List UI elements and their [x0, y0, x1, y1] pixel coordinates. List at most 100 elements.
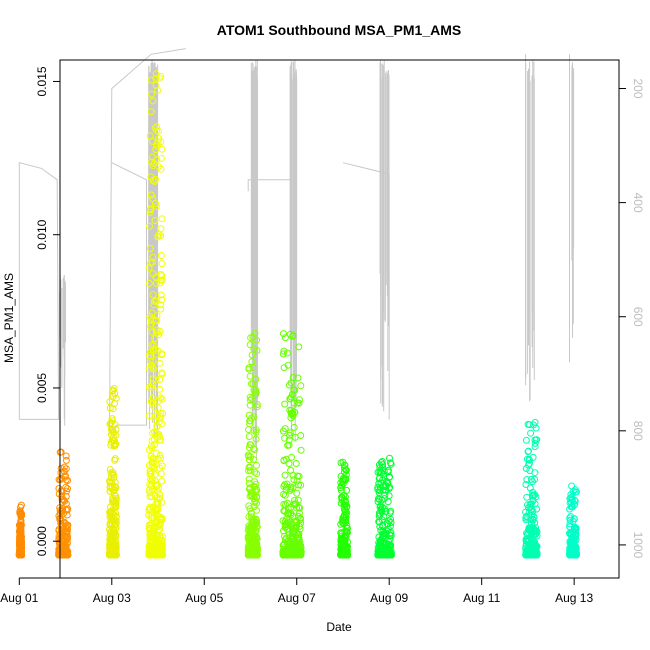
data-point: [386, 550, 394, 558]
data-point: [377, 551, 385, 559]
data-point: [157, 301, 165, 309]
data-point: [58, 474, 65, 482]
data-point: [248, 358, 256, 366]
data-point: [58, 488, 66, 496]
data-point: [149, 97, 157, 105]
data-point: [526, 504, 534, 511]
data-point: [159, 551, 167, 559]
data-point: [286, 551, 294, 559]
data-point: [294, 533, 302, 541]
data-point: [58, 522, 65, 530]
data-point: [572, 536, 580, 543]
data-point: [145, 264, 153, 272]
data-point: [111, 478, 119, 486]
data-point: [153, 350, 161, 358]
data-point: [156, 385, 164, 393]
data-point: [381, 550, 389, 558]
data-point: [288, 525, 296, 533]
data-point: [286, 395, 294, 403]
data-point: [524, 455, 531, 463]
data-point: [57, 464, 65, 472]
data-point: [279, 517, 287, 525]
data-point: [522, 465, 530, 472]
data-point: [110, 471, 118, 479]
data-point: [530, 551, 538, 559]
data-point: [280, 500, 288, 508]
data-point: [152, 416, 160, 424]
data-point: [158, 532, 166, 540]
data-point: [252, 488, 260, 496]
data-point: [296, 509, 303, 517]
data-point: [246, 505, 254, 513]
data-point: [566, 529, 573, 537]
data-point: [156, 414, 164, 422]
data-point: [112, 524, 120, 532]
data-point: [567, 513, 575, 520]
data-point: [297, 481, 305, 489]
data-point: [158, 541, 166, 549]
data-point: [155, 526, 163, 534]
data-point: [157, 252, 165, 259]
data-point: [106, 466, 114, 473]
data-point: [381, 530, 389, 538]
data-point: [61, 497, 69, 505]
data-point: [279, 350, 287, 358]
data-point: [62, 465, 70, 473]
data-point: [245, 513, 253, 521]
data-point: [17, 533, 25, 541]
data-point: [386, 542, 394, 550]
data-point: [62, 472, 69, 480]
data-point: [158, 514, 166, 522]
x-tick-label: Aug 07: [278, 591, 316, 605]
data-point: [569, 551, 577, 559]
data-point: [529, 492, 537, 500]
data-point: [378, 516, 386, 524]
data-point: [385, 538, 393, 546]
data-point: [571, 497, 579, 505]
data-point: [155, 127, 162, 135]
data-point: [152, 81, 160, 89]
data-point: [285, 441, 293, 449]
data-point: [290, 423, 298, 431]
data-point: [110, 540, 118, 548]
data-point: [251, 534, 259, 542]
data-point: [248, 351, 256, 359]
chart-title: ATOM1 Southbound MSA_PM1_AMS: [217, 22, 461, 38]
data-point: [152, 520, 160, 528]
data-point: [281, 532, 288, 540]
data-point: [379, 551, 387, 559]
data-point: [531, 469, 539, 477]
data-point: [279, 541, 287, 549]
data-point: [252, 551, 259, 559]
data-point: [246, 401, 254, 409]
data-point: [247, 488, 255, 496]
data-point: [109, 496, 117, 504]
data-point: [62, 452, 70, 460]
data-point: [62, 456, 70, 464]
data-point: [280, 364, 288, 372]
data-point: [150, 301, 158, 309]
data-point: [288, 409, 295, 417]
data-point: [154, 233, 162, 241]
data-point: [567, 503, 575, 511]
data-point: [249, 333, 257, 341]
data-point: [146, 357, 154, 365]
x-tick-label: Aug 09: [370, 591, 408, 605]
data-point: [523, 476, 531, 484]
y-tick-label: 0.015: [35, 66, 49, 96]
data-point: [531, 439, 539, 447]
data-point: [110, 385, 118, 392]
data-point: [63, 535, 71, 543]
data-point: [149, 394, 157, 402]
data-point: [63, 527, 71, 535]
data-point: [387, 507, 395, 515]
data-point: [245, 426, 253, 434]
data-point: [149, 380, 157, 388]
data-point: [154, 433, 161, 441]
data-point: [570, 515, 578, 523]
data-point: [283, 510, 291, 518]
data-point: [106, 525, 113, 533]
data-point: [64, 485, 71, 493]
data-point: [251, 329, 259, 337]
